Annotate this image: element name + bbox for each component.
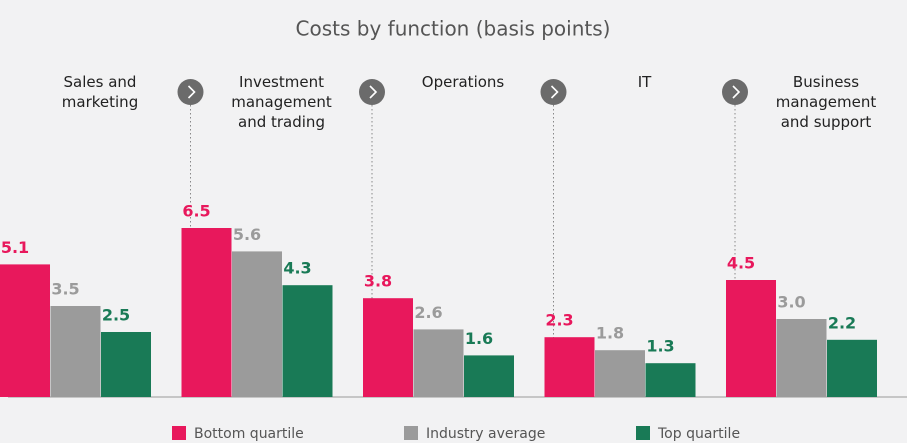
bar (595, 350, 645, 397)
value-label: 4.5 (727, 254, 755, 273)
bar (50, 306, 101, 397)
legend-swatch (636, 426, 650, 440)
chevron-circle (540, 79, 567, 105)
legend-swatch (172, 426, 186, 440)
chevron-circle (722, 79, 748, 105)
value-label: 3.0 (777, 293, 805, 312)
value-label: 3.8 (364, 272, 392, 291)
value-label: 1.8 (596, 324, 624, 343)
chevron-circle (359, 79, 385, 105)
value-label: 1.3 (646, 337, 674, 356)
bar (645, 363, 696, 397)
bar (0, 264, 50, 397)
bar (181, 228, 232, 397)
chevron (732, 85, 741, 99)
chevron (550, 85, 559, 99)
chart-title: Costs by function (basis points) (296, 17, 611, 41)
value-label: 4.3 (283, 259, 311, 278)
value-label: 3.5 (51, 280, 79, 299)
category-label: Investment management and trading (231, 73, 332, 131)
chevron-circle (177, 79, 204, 105)
bar (726, 280, 776, 397)
chevron (369, 85, 378, 99)
bar (232, 251, 282, 397)
value-label: 5.1 (1, 238, 29, 257)
value-label: 1.6 (465, 329, 493, 348)
legend-swatch (404, 426, 418, 440)
bar (827, 339, 877, 397)
value-label: 2.6 (414, 303, 442, 322)
category-label: IT (637, 73, 652, 91)
bar (363, 298, 413, 397)
value-label: 6.5 (182, 202, 210, 221)
value-label: 2.5 (102, 306, 130, 325)
category-label: Sales and marketing (61, 73, 139, 111)
bar (101, 332, 151, 397)
legend-label: Top quartile (657, 426, 740, 442)
bar (776, 319, 827, 397)
bar (413, 329, 464, 397)
category-label: Operations (421, 73, 505, 91)
legend-label: Bottom quartile (194, 426, 304, 442)
value-label: 2.2 (828, 313, 856, 332)
bar (544, 337, 595, 397)
chevron (187, 85, 196, 99)
bar (282, 285, 333, 397)
bar (464, 355, 514, 397)
value-label: 5.6 (233, 225, 261, 244)
legend-label: Industry average (426, 426, 545, 442)
category-label: Business management and support (775, 73, 877, 131)
value-label: 2.3 (545, 311, 573, 330)
